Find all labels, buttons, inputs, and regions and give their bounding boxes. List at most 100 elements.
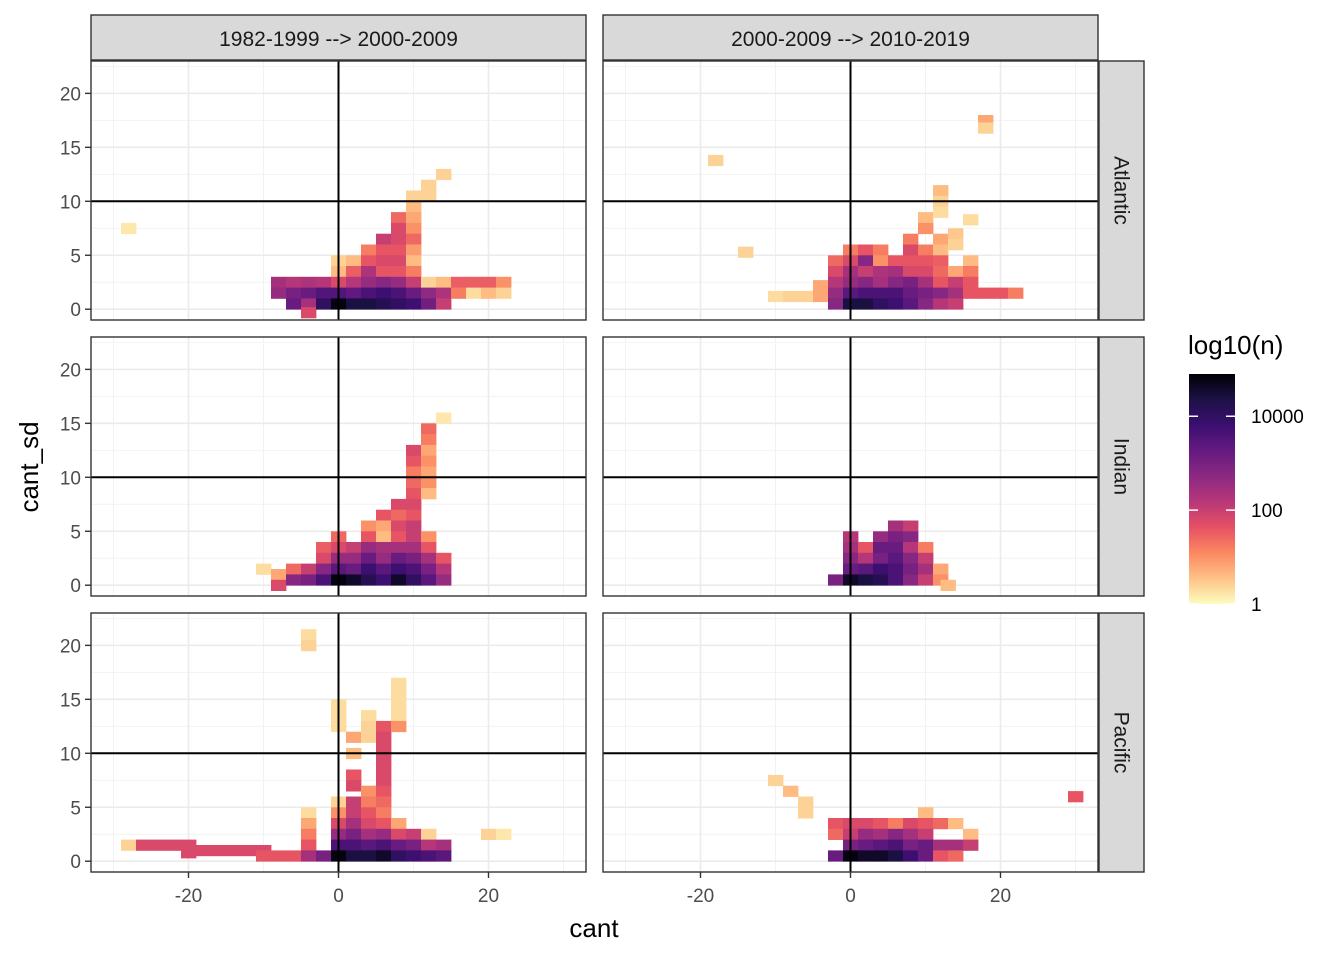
row-strip-label: Indian <box>1110 438 1133 495</box>
strip-background <box>1098 60 1145 321</box>
y-tick-label: 5 <box>70 522 81 543</box>
heatmap-tile <box>888 828 904 840</box>
heatmap-tile <box>301 563 317 575</box>
heatmap-tile <box>346 731 362 743</box>
heatmap-tile <box>346 298 362 310</box>
heatmap-tile <box>858 574 874 586</box>
heatmap-tile <box>888 287 904 299</box>
heatmap-tile <box>436 412 452 424</box>
heatmap-tile <box>873 828 889 840</box>
heatmap-tile <box>768 774 784 787</box>
heatmap-tile <box>963 266 979 278</box>
panel-indian-1 <box>90 336 587 597</box>
heatmap-tile <box>301 818 317 830</box>
y-tick-label: 5 <box>70 798 81 819</box>
heatmap-tile <box>858 542 874 554</box>
x-tick-label: -20 <box>175 886 202 907</box>
heatmap-tile <box>888 520 904 532</box>
row-strip-label: Atlantic <box>1110 156 1133 225</box>
heatmap-tile <box>286 850 302 862</box>
heatmap-tile <box>316 552 332 564</box>
heatmap-tile <box>376 552 392 564</box>
heatmap-tile <box>813 280 829 292</box>
heatmap-tile <box>376 266 392 278</box>
heatmap-tile <box>271 579 287 591</box>
heatmap-tile <box>918 563 934 575</box>
heatmap-tile <box>391 298 407 310</box>
heatmap-tile <box>903 574 919 586</box>
heatmap-tile <box>828 255 844 267</box>
heatmap-tile <box>361 276 377 288</box>
heatmap-tile <box>376 542 392 554</box>
heatmap-tile <box>301 640 317 652</box>
heatmap-tile <box>933 255 949 267</box>
strip-background <box>1098 336 1145 597</box>
heatmap-tile <box>346 796 362 808</box>
heatmap-tile <box>406 520 422 532</box>
heatmap-tile <box>873 818 889 830</box>
heatmap-tile <box>421 574 437 586</box>
heatmap-tile <box>301 298 317 310</box>
heatmap-tile <box>1068 791 1084 803</box>
heatmap-tile <box>376 720 392 733</box>
heatmap-tile <box>918 298 934 310</box>
heatmap-tile <box>888 255 904 267</box>
heatmap-tile <box>948 839 964 851</box>
heatmap-tile <box>376 287 392 299</box>
heatmap-tile <box>933 298 949 310</box>
heatmap-tile <box>918 542 934 554</box>
legend-tick-label: 10000 <box>1251 407 1304 428</box>
heatmap-tile <box>301 850 317 862</box>
heatmap-tile <box>421 287 437 299</box>
heatmap-tile <box>391 688 407 700</box>
heatmap-tile <box>978 122 994 134</box>
heatmap-tile <box>391 233 407 245</box>
heatmap-tile <box>361 542 377 554</box>
heatmap-tile <box>361 796 377 808</box>
heatmap-tile <box>873 839 889 851</box>
heatmap-tile <box>948 850 964 862</box>
heatmap-tile <box>993 287 1009 299</box>
heatmap-tile <box>451 287 467 299</box>
heatmap-tile <box>873 552 889 564</box>
heatmap-tile <box>858 255 874 267</box>
heatmap-tile <box>406 244 422 256</box>
heatmap-tile <box>376 839 392 851</box>
axes-layer: 0 5 10 15 20 0 5 10 15 20 0 5 10 15 20 -20 0 20 -20 0 20 <box>60 84 1011 907</box>
heatmap-tile <box>948 228 964 240</box>
panel-border <box>90 336 587 597</box>
heatmap-tile <box>346 276 362 288</box>
heatmap-tile <box>346 818 362 830</box>
legend-tick-label: 1 <box>1251 595 1262 616</box>
heatmap-tile <box>406 444 422 457</box>
heatmap-tile <box>361 828 377 840</box>
heatmap-tile <box>783 290 799 303</box>
heatmap-tile <box>436 276 452 288</box>
heatmap-tile <box>436 298 452 310</box>
heatmap-tile <box>316 574 332 586</box>
heatmap-tile <box>376 731 392 743</box>
heatmap-tile <box>376 244 392 256</box>
y-tick-label: 0 <box>70 300 81 321</box>
heatmap-tile <box>496 276 512 288</box>
heatmap-tile <box>121 839 137 851</box>
heatmap-tile <box>376 276 392 288</box>
heatmap-tile <box>1008 287 1024 299</box>
heatmap-tile <box>166 839 182 851</box>
heatmap-tile <box>918 244 934 256</box>
heatmap-tile <box>406 563 422 575</box>
x-tick-label: 0 <box>333 886 344 907</box>
heatmap-tile <box>918 266 934 278</box>
heatmap-tile <box>738 246 754 258</box>
heatmap-tile <box>391 828 407 840</box>
heatmap-tile <box>933 287 949 299</box>
heatmap-tile <box>858 552 874 564</box>
heatmap-tile <box>196 845 212 857</box>
heatmap-tile <box>406 212 422 224</box>
heatmap-tile <box>301 276 317 288</box>
heatmap-tile <box>888 531 904 543</box>
heatmap-tile <box>376 531 392 543</box>
heatmap-tile <box>933 276 949 288</box>
heatmap-tile <box>391 542 407 554</box>
heatmap-tile <box>828 287 844 299</box>
